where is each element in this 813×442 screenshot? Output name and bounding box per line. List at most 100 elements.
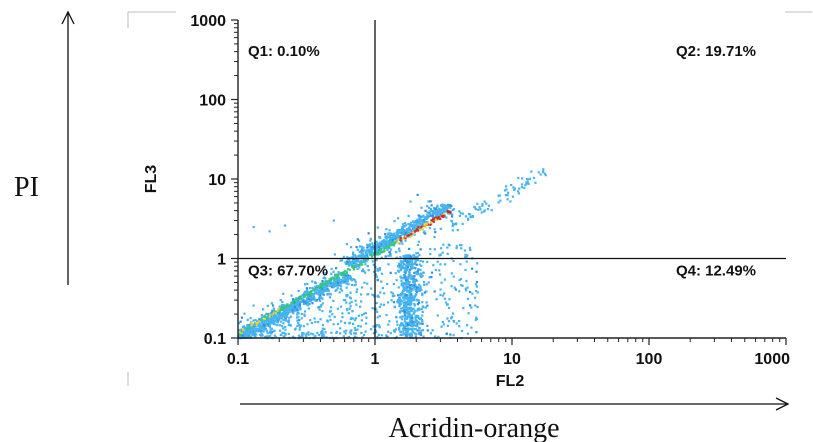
event-point <box>413 284 416 288</box>
event-point <box>398 328 401 331</box>
event-point <box>387 263 390 266</box>
event-point <box>411 258 414 261</box>
event-point <box>291 303 294 306</box>
event-point <box>399 299 403 302</box>
event-point <box>255 324 258 327</box>
event-point <box>439 263 442 266</box>
event-point <box>303 283 307 286</box>
event-point <box>474 296 477 299</box>
event-point <box>411 283 414 287</box>
event-point <box>409 319 412 323</box>
event-point <box>267 317 270 321</box>
event-point <box>304 290 307 294</box>
event-point <box>395 279 398 282</box>
event-point <box>307 331 310 334</box>
event-point <box>330 283 334 287</box>
event-point <box>268 319 271 322</box>
event-point <box>324 277 327 280</box>
event-point <box>398 301 402 304</box>
event-point <box>408 271 411 274</box>
event-point <box>392 301 395 304</box>
event-point <box>264 325 267 328</box>
event-point <box>389 248 393 251</box>
event-point <box>411 307 414 311</box>
event-point <box>399 239 402 242</box>
event-point <box>421 314 424 317</box>
event-point <box>393 234 396 237</box>
event-point <box>450 215 454 218</box>
event-point <box>497 194 500 197</box>
event-point <box>351 279 354 282</box>
event-point <box>360 259 363 263</box>
event-point <box>339 285 343 288</box>
event-point <box>410 324 413 328</box>
event-point <box>346 309 349 312</box>
event-point <box>413 299 416 302</box>
event-point <box>388 241 391 244</box>
event-point <box>406 334 409 338</box>
event-point <box>413 320 416 324</box>
event-point <box>424 209 427 212</box>
event-point <box>321 323 325 327</box>
event-point <box>460 284 463 287</box>
event-point <box>285 313 288 317</box>
event-point <box>270 302 274 305</box>
event-point <box>287 332 290 335</box>
event-point <box>328 296 332 299</box>
event-point <box>358 250 361 253</box>
event-point <box>389 253 392 256</box>
event-point <box>310 321 314 325</box>
event-point <box>246 326 249 329</box>
event-point <box>338 277 341 281</box>
event-point <box>418 326 421 330</box>
event-point <box>252 332 255 336</box>
outer-y-axis-title: PI <box>14 172 39 203</box>
event-point <box>316 285 319 288</box>
event-point <box>410 230 413 233</box>
event-point <box>305 302 308 305</box>
event-point <box>268 331 272 334</box>
event-point <box>518 187 521 190</box>
event-point <box>441 294 445 297</box>
event-point <box>344 276 347 279</box>
event-point <box>406 315 410 318</box>
event-point <box>413 282 416 285</box>
event-point <box>258 326 261 329</box>
event-point <box>268 322 271 325</box>
event-point <box>409 318 412 321</box>
event-point <box>442 323 445 326</box>
event-point <box>405 332 409 336</box>
event-point <box>429 332 432 335</box>
event-point <box>377 333 380 337</box>
event-point <box>324 272 327 275</box>
event-point <box>337 276 340 279</box>
event-point <box>444 301 448 304</box>
event-point <box>465 279 468 283</box>
event-point <box>295 316 299 319</box>
event-point <box>406 281 409 284</box>
event-point <box>436 260 439 263</box>
event-point <box>380 280 383 283</box>
event-point <box>297 316 300 319</box>
event-point <box>384 236 387 239</box>
event-point <box>410 277 414 280</box>
event-point <box>366 244 370 247</box>
event-point <box>393 220 396 223</box>
event-points <box>237 168 547 340</box>
event-point <box>286 320 290 323</box>
event-point <box>405 322 409 325</box>
event-point <box>378 266 381 270</box>
event-point <box>415 272 418 275</box>
event-point <box>312 295 316 298</box>
event-point <box>416 270 419 273</box>
event-point <box>360 331 363 334</box>
event-point <box>399 307 402 310</box>
event-point <box>296 324 299 328</box>
event-point <box>436 208 439 211</box>
event-point <box>414 316 417 320</box>
event-point <box>315 298 319 302</box>
event-point <box>302 292 306 295</box>
event-point <box>278 308 281 311</box>
event-point <box>416 322 419 325</box>
event-point <box>342 335 345 338</box>
